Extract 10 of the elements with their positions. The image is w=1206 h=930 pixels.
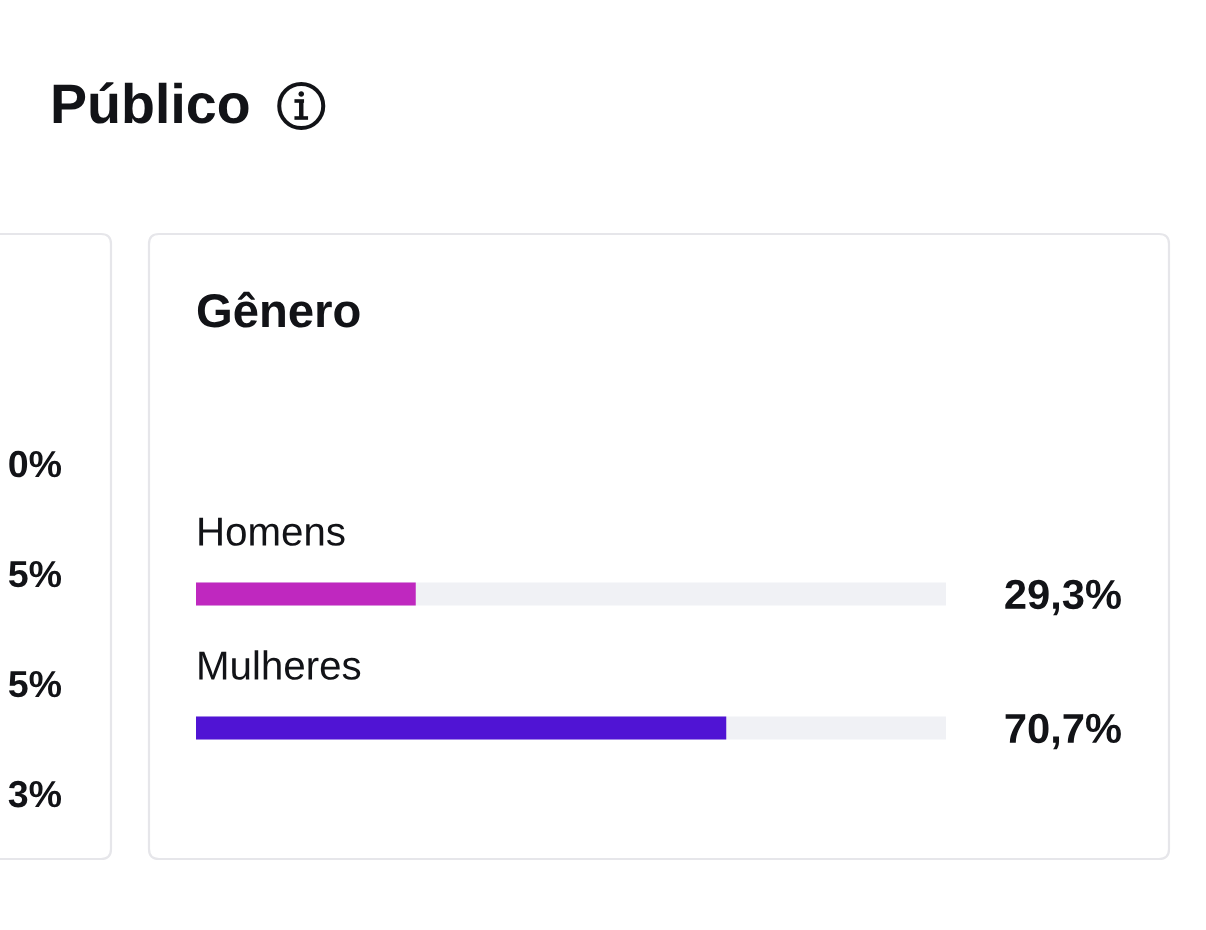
data-label: 70,7%	[1005, 713, 1121, 750]
text: 5%	[8, 560, 62, 588]
y-tick-label: Homens	[199, 517, 345, 546]
data-label: 29,3%	[1005, 579, 1121, 616]
chart-title: Gênero	[197, 291, 360, 328]
text: 0%	[9, 450, 62, 478]
text: 3%	[8, 780, 62, 808]
text: Público	[53, 82, 249, 124]
y-tick-label: Mulheres	[199, 650, 361, 680]
text: 5%	[8, 670, 62, 698]
